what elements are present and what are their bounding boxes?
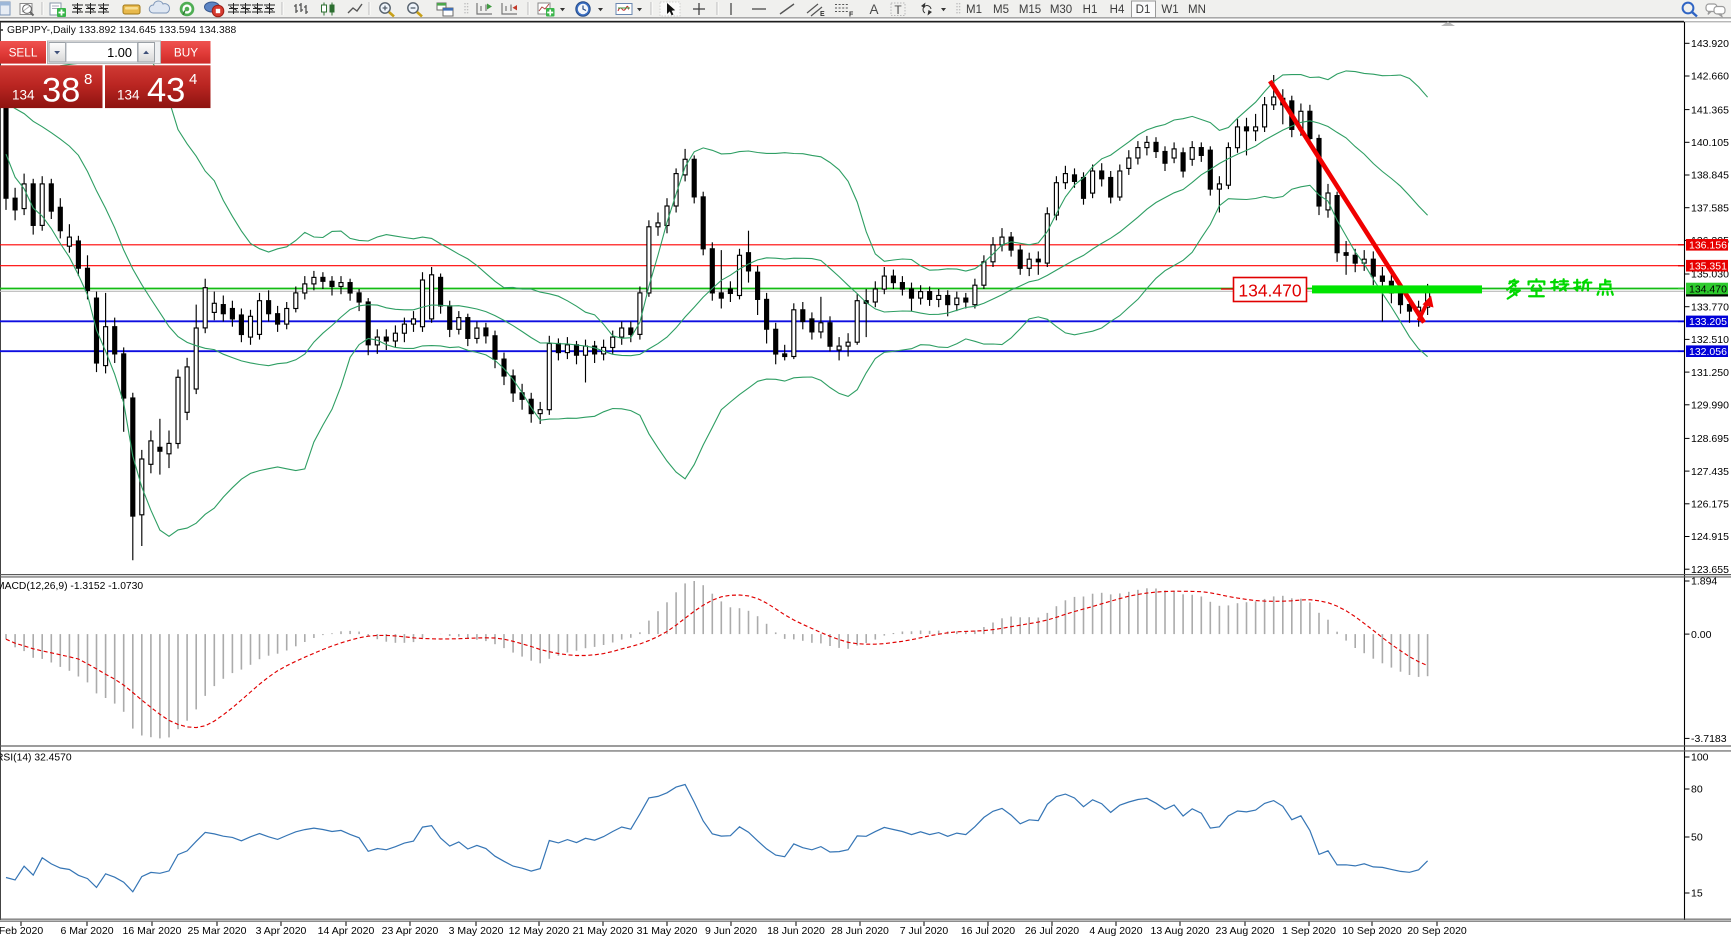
svg-text:M15: M15 xyxy=(1019,4,1041,16)
svg-text:136.156: 136.156 xyxy=(1689,240,1727,252)
svg-text:131.250: 131.250 xyxy=(1691,367,1729,379)
svg-text:28 Jun 2020: 28 Jun 2020 xyxy=(831,925,889,937)
svg-text:124.915: 124.915 xyxy=(1691,531,1729,543)
svg-text:H4: H4 xyxy=(1110,4,1125,16)
svg-text:135.030: 135.030 xyxy=(1691,269,1729,281)
svg-text:1 Sep 2020: 1 Sep 2020 xyxy=(1282,925,1336,937)
svg-text:16 Mar 2020: 16 Mar 2020 xyxy=(123,925,182,937)
svg-text:GBPJPY-,Daily 133.892 134.645: GBPJPY-,Daily 133.892 134.645 133.594 13… xyxy=(7,25,236,36)
svg-text:127.435: 127.435 xyxy=(1691,466,1729,478)
svg-text:6 Mar 2020: 6 Mar 2020 xyxy=(60,925,113,937)
svg-text:50: 50 xyxy=(1691,832,1703,844)
svg-text:W1: W1 xyxy=(1161,4,1178,16)
svg-text:4: 4 xyxy=(189,71,197,88)
svg-text:H1: H1 xyxy=(1083,4,1098,16)
svg-text:143.920: 143.920 xyxy=(1691,38,1729,50)
svg-text:133.205: 133.205 xyxy=(1689,316,1727,328)
svg-text:15: 15 xyxy=(1691,888,1703,900)
svg-text:25 Mar 2020: 25 Mar 2020 xyxy=(188,925,247,937)
svg-text:M5: M5 xyxy=(993,4,1009,16)
svg-text:18 Jun 2020: 18 Jun 2020 xyxy=(767,925,825,937)
svg-text:14 Apr 2020: 14 Apr 2020 xyxy=(318,925,375,937)
svg-text:9 Jun 2020: 9 Jun 2020 xyxy=(705,925,757,937)
svg-text:1.894: 1.894 xyxy=(1691,576,1717,588)
svg-text:134: 134 xyxy=(12,88,35,103)
svg-text:80: 80 xyxy=(1691,784,1703,796)
svg-text:4 Aug 2020: 4 Aug 2020 xyxy=(1089,925,1142,937)
svg-text:A: A xyxy=(869,2,878,17)
svg-text:31 May 2020: 31 May 2020 xyxy=(637,925,698,937)
svg-text:138.845: 138.845 xyxy=(1691,170,1729,182)
svg-text:RSI(14) 32.4570: RSI(14) 32.4570 xyxy=(0,753,72,764)
svg-text:134.470: 134.470 xyxy=(1689,283,1727,295)
svg-text:43: 43 xyxy=(147,72,185,110)
svg-text:16 Jul 2020: 16 Jul 2020 xyxy=(961,925,1015,937)
svg-text:132.056: 132.056 xyxy=(1689,346,1727,358)
svg-text:F: F xyxy=(849,12,854,19)
svg-text:Feb 2020: Feb 2020 xyxy=(0,925,43,937)
svg-text:12 May 2020: 12 May 2020 xyxy=(509,925,570,937)
svg-text:3 Apr 2020: 3 Apr 2020 xyxy=(256,925,307,937)
svg-text:23 Aug 2020: 23 Aug 2020 xyxy=(1216,925,1275,937)
svg-text:132.510: 132.510 xyxy=(1691,334,1729,346)
svg-text:BUY: BUY xyxy=(174,46,198,60)
svg-text:MACD(12,26,9) -1.3152 -1.0730: MACD(12,26,9) -1.3152 -1.0730 xyxy=(0,581,143,592)
svg-text:10 Sep 2020: 10 Sep 2020 xyxy=(1342,925,1402,937)
svg-text:-3.7183: -3.7183 xyxy=(1691,733,1727,745)
svg-text:D1: D1 xyxy=(1136,4,1151,16)
svg-text:134: 134 xyxy=(117,88,140,103)
svg-text:137.585: 137.585 xyxy=(1691,202,1729,214)
svg-text:3 May 2020: 3 May 2020 xyxy=(449,925,504,937)
svg-text:0.00: 0.00 xyxy=(1691,629,1712,641)
svg-text:26 Jul 2020: 26 Jul 2020 xyxy=(1025,925,1079,937)
svg-text:128.695: 128.695 xyxy=(1691,433,1729,445)
svg-text:134.470: 134.470 xyxy=(1238,281,1302,301)
svg-text:1.00: 1.00 xyxy=(107,45,132,60)
svg-text:133.770: 133.770 xyxy=(1691,301,1729,313)
svg-text:129.990: 129.990 xyxy=(1691,400,1729,412)
svg-text:142.660: 142.660 xyxy=(1691,71,1729,83)
svg-text:140.105: 140.105 xyxy=(1691,137,1729,149)
svg-text:M30: M30 xyxy=(1050,4,1072,16)
svg-text:123.655: 123.655 xyxy=(1691,564,1729,576)
svg-text:E: E xyxy=(820,11,825,18)
svg-text:SELL: SELL xyxy=(9,46,38,60)
svg-text:38: 38 xyxy=(42,72,80,110)
svg-text:126.175: 126.175 xyxy=(1691,499,1729,511)
svg-text:141.365: 141.365 xyxy=(1691,104,1729,116)
svg-text:135.351: 135.351 xyxy=(1689,261,1727,273)
svg-text:T: T xyxy=(894,3,902,17)
svg-text:8: 8 xyxy=(84,71,92,88)
svg-text:23 Apr 2020: 23 Apr 2020 xyxy=(382,925,439,937)
svg-text:20 Sep 2020: 20 Sep 2020 xyxy=(1407,925,1467,937)
svg-text:7 Jul 2020: 7 Jul 2020 xyxy=(900,925,949,937)
svg-text:MN: MN xyxy=(1188,4,1206,16)
svg-text:100: 100 xyxy=(1691,752,1709,764)
svg-text:21 May 2020: 21 May 2020 xyxy=(573,925,634,937)
svg-text:M1: M1 xyxy=(966,4,982,16)
svg-text:13 Aug 2020: 13 Aug 2020 xyxy=(1151,925,1210,937)
